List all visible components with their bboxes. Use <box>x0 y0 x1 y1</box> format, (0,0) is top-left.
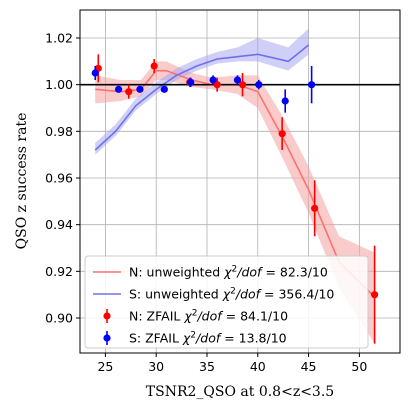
legend-chi2-exponent: 2 <box>232 265 238 275</box>
legend-entry-1: S: unweighted χ2/dof = 356.4/10 <box>93 287 334 302</box>
y-tick-label: 0.98 <box>45 124 73 139</box>
legend-swatch-marker <box>103 334 111 342</box>
marker-S <box>91 69 99 77</box>
marker-N <box>125 88 133 96</box>
point-S-zfail <box>115 85 123 93</box>
x-tick-label: 35 <box>199 359 215 374</box>
point-S-zfail <box>209 75 217 85</box>
legend-swatch-marker <box>103 312 111 320</box>
marker-S <box>308 81 316 89</box>
marker-N <box>150 62 158 70</box>
point-N-zfail <box>371 245 379 344</box>
marker-S <box>209 76 217 84</box>
marker-S <box>187 78 195 86</box>
legend-label: S: unweighted χ2/dof = 356.4/10 <box>129 287 334 302</box>
legend-dof-symbol: /dof <box>236 265 263 280</box>
legend-stat-value: 84.1/10 <box>240 309 288 324</box>
legend-stat-value: 82.3/10 <box>280 265 328 280</box>
legend-entry-2: N: ZFAIL χ2/dof = 84.1/10 <box>103 309 288 324</box>
point-N-zfail <box>213 77 221 92</box>
legend-chi2-exponent: 2 <box>230 287 236 297</box>
legend-label: N: unweighted χ2/dof = 82.3/10 <box>129 265 328 280</box>
y-tick-label: 1.02 <box>45 31 73 46</box>
zfail-points <box>91 54 379 344</box>
point-N-zfail <box>125 84 133 99</box>
point-N-zfail <box>278 117 286 150</box>
legend-chi2-symbol: χ <box>183 309 192 324</box>
legend-chi2-exponent: 2 <box>190 331 196 341</box>
legend-label-text: S: ZFAIL <box>129 331 183 346</box>
marker-S <box>281 97 289 105</box>
marker-S <box>233 76 242 84</box>
point-S-zfail <box>308 66 316 104</box>
point-S-zfail <box>187 77 195 87</box>
band-N-unweighted <box>95 61 375 344</box>
point-S-zfail <box>136 85 144 93</box>
legend-dof-symbol: /dof <box>196 309 223 324</box>
point-N-zfail <box>238 73 247 97</box>
x-tick-label: 30 <box>148 359 164 374</box>
marker-N <box>213 81 221 89</box>
legend-entry-0: N: unweighted χ2/dof = 82.3/10 <box>93 265 328 280</box>
marker-N <box>278 130 286 138</box>
point-S-zfail <box>255 80 263 90</box>
y-tick-label: 0.96 <box>45 171 73 186</box>
legend-label-text: S: unweighted <box>129 287 223 302</box>
y-axis-label: QSO z success rate <box>14 113 30 250</box>
y-tick-label: 1.00 <box>45 77 73 92</box>
point-S-zfail <box>233 75 242 85</box>
legend-stat-value: 13.8/10 <box>239 331 287 346</box>
line-S-unweighted <box>94 44 310 151</box>
plot-frame <box>79 9 401 354</box>
y-tick-label: 0.94 <box>45 217 73 232</box>
legend-chi2-symbol: χ <box>182 331 191 346</box>
legend-dof-symbol: /dof <box>195 331 222 346</box>
axis-ticks: 25 30 35 40 45 50 0.90 0.92 0.94 0.96 0.98 1.00 1.02 <box>45 31 367 375</box>
legend-dof-symbol: /dof <box>235 287 262 302</box>
legend-box <box>84 255 369 349</box>
marker-N <box>371 291 379 299</box>
legend-chi2-exponent: 2 <box>192 309 198 319</box>
x-tick-label: 50 <box>351 359 367 374</box>
legend-chi2-symbol: χ <box>222 287 231 302</box>
legend-label: N: ZFAIL χ2/dof = 84.1/10 <box>129 309 288 324</box>
legend-stat-value: 356.4/10 <box>278 287 334 302</box>
point-S-zfail <box>160 85 168 93</box>
y-tick-label: 0.92 <box>45 264 73 279</box>
marker-S <box>160 85 168 93</box>
legend-label-text: N: ZFAIL <box>129 309 184 324</box>
band-S-unweighted <box>95 28 309 155</box>
point-S-zfail <box>91 66 99 80</box>
x-tick-label: 25 <box>97 359 113 374</box>
y-tick-label: 0.90 <box>45 311 73 326</box>
point-S-zfail <box>281 89 289 113</box>
marker-S <box>115 85 123 93</box>
x-axis-label: TSNR2_QSO at 0.8<z<3.5 <box>146 384 334 400</box>
marker-N <box>311 204 319 212</box>
point-N-zfail <box>311 180 319 237</box>
marker-S <box>136 85 144 93</box>
point-N-zfail <box>150 59 158 73</box>
legend-chi2-symbol: χ <box>223 265 232 280</box>
model-bands <box>95 28 375 344</box>
marker-N <box>238 81 247 89</box>
legend-label-text: N: unweighted <box>129 265 224 280</box>
legend-label: S: ZFAIL χ2/dof = 13.8/10 <box>129 331 287 346</box>
legend: N: unweighted χ2/dof = 82.3/10 S: unweigh… <box>84 255 369 349</box>
x-tick-label: 40 <box>250 359 266 374</box>
marker-S <box>255 81 263 89</box>
x-tick-label: 45 <box>301 359 317 374</box>
legend-entry-3: S: ZFAIL χ2/dof = 13.8/10 <box>103 331 287 346</box>
